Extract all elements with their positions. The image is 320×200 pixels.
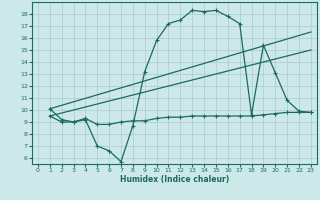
- X-axis label: Humidex (Indice chaleur): Humidex (Indice chaleur): [120, 175, 229, 184]
